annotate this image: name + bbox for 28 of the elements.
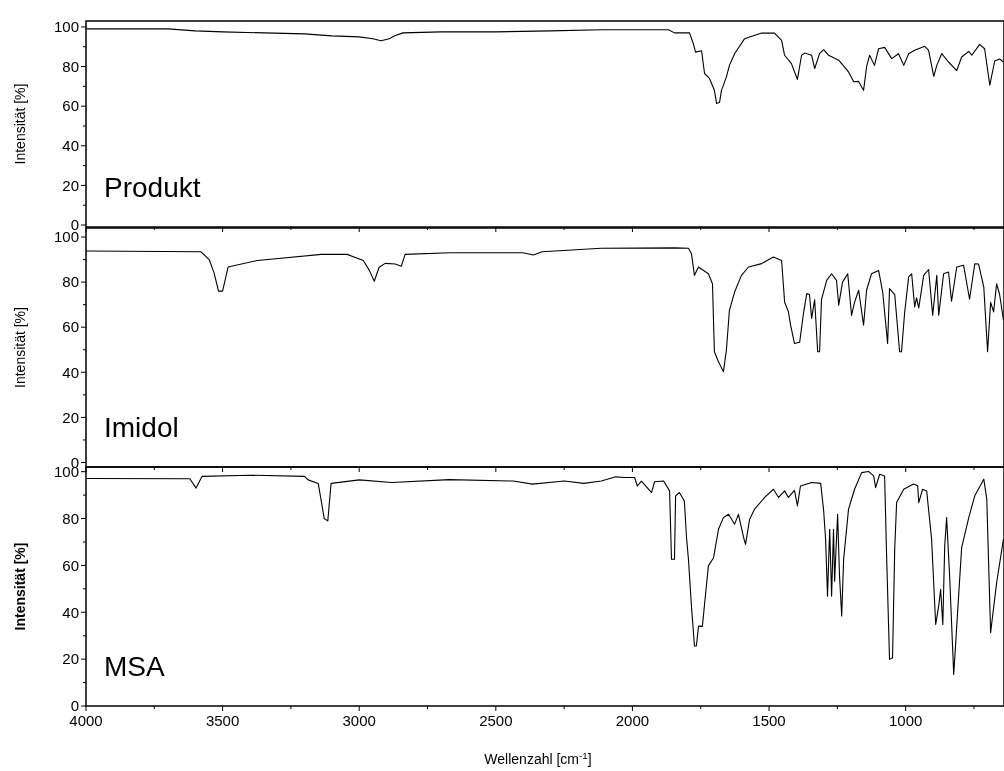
- y-axis-title: Intensität [%]: [12, 307, 28, 388]
- x-tick-label: 3500: [205, 712, 240, 729]
- x-tick-label: 1500: [752, 712, 786, 729]
- annotation: Imidol: [104, 412, 179, 443]
- y-tick-label: 40: [62, 363, 79, 381]
- x-tick-label: 2500: [479, 712, 513, 729]
- y-tick-label: 20: [62, 650, 79, 668]
- annotation: Produkt: [104, 172, 201, 203]
- y-tick-label: 80: [62, 509, 79, 527]
- y-tick-label: 80: [62, 57, 79, 75]
- x-tick-label: 1000: [888, 712, 923, 729]
- y-tick-label: 60: [62, 97, 79, 115]
- x-tick-label: 4000: [69, 712, 103, 729]
- y-tick-label: 100: [53, 18, 79, 36]
- y-tick-label: 20: [62, 176, 79, 194]
- y-axis-title: Intensität [%]: [12, 542, 28, 631]
- y-tick-label: 40: [62, 603, 79, 621]
- y-tick-label: 0: [70, 697, 79, 715]
- y-axis-title: Intensität [%]: [12, 83, 28, 165]
- y-tick-label: 80: [62, 273, 79, 291]
- y-tick-label: 60: [62, 556, 79, 574]
- annotation: MSA: [104, 651, 165, 682]
- y-tick-label: 20: [62, 408, 79, 426]
- y-tick-label: 40: [62, 137, 79, 155]
- y-tick-label: 60: [62, 318, 79, 336]
- x-tick-label: 2000: [615, 712, 650, 729]
- x-tick-label: 3000: [342, 712, 376, 729]
- x-axis-title: Wellenzahl [cm$^{-1}$]: [484, 749, 592, 767]
